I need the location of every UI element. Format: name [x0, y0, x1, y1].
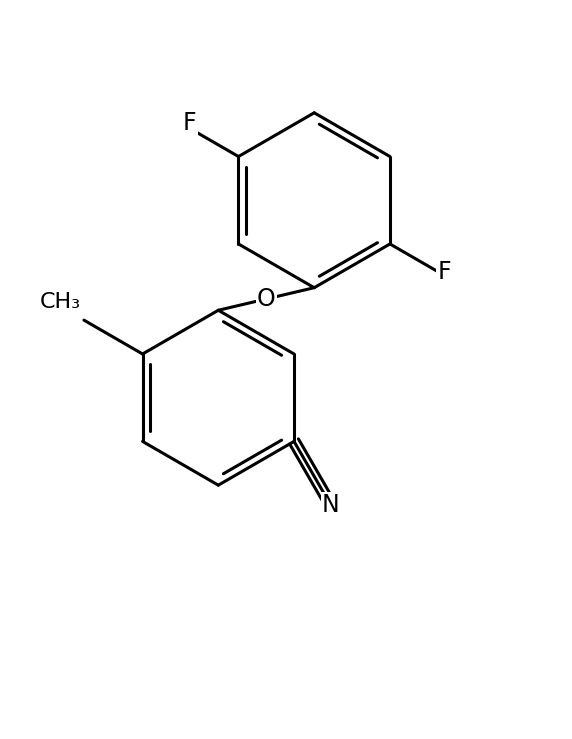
Text: F: F — [183, 111, 196, 134]
Text: CH₃: CH₃ — [40, 292, 81, 312]
Text: N: N — [322, 493, 340, 517]
Text: O: O — [257, 287, 276, 311]
Text: F: F — [438, 260, 451, 285]
